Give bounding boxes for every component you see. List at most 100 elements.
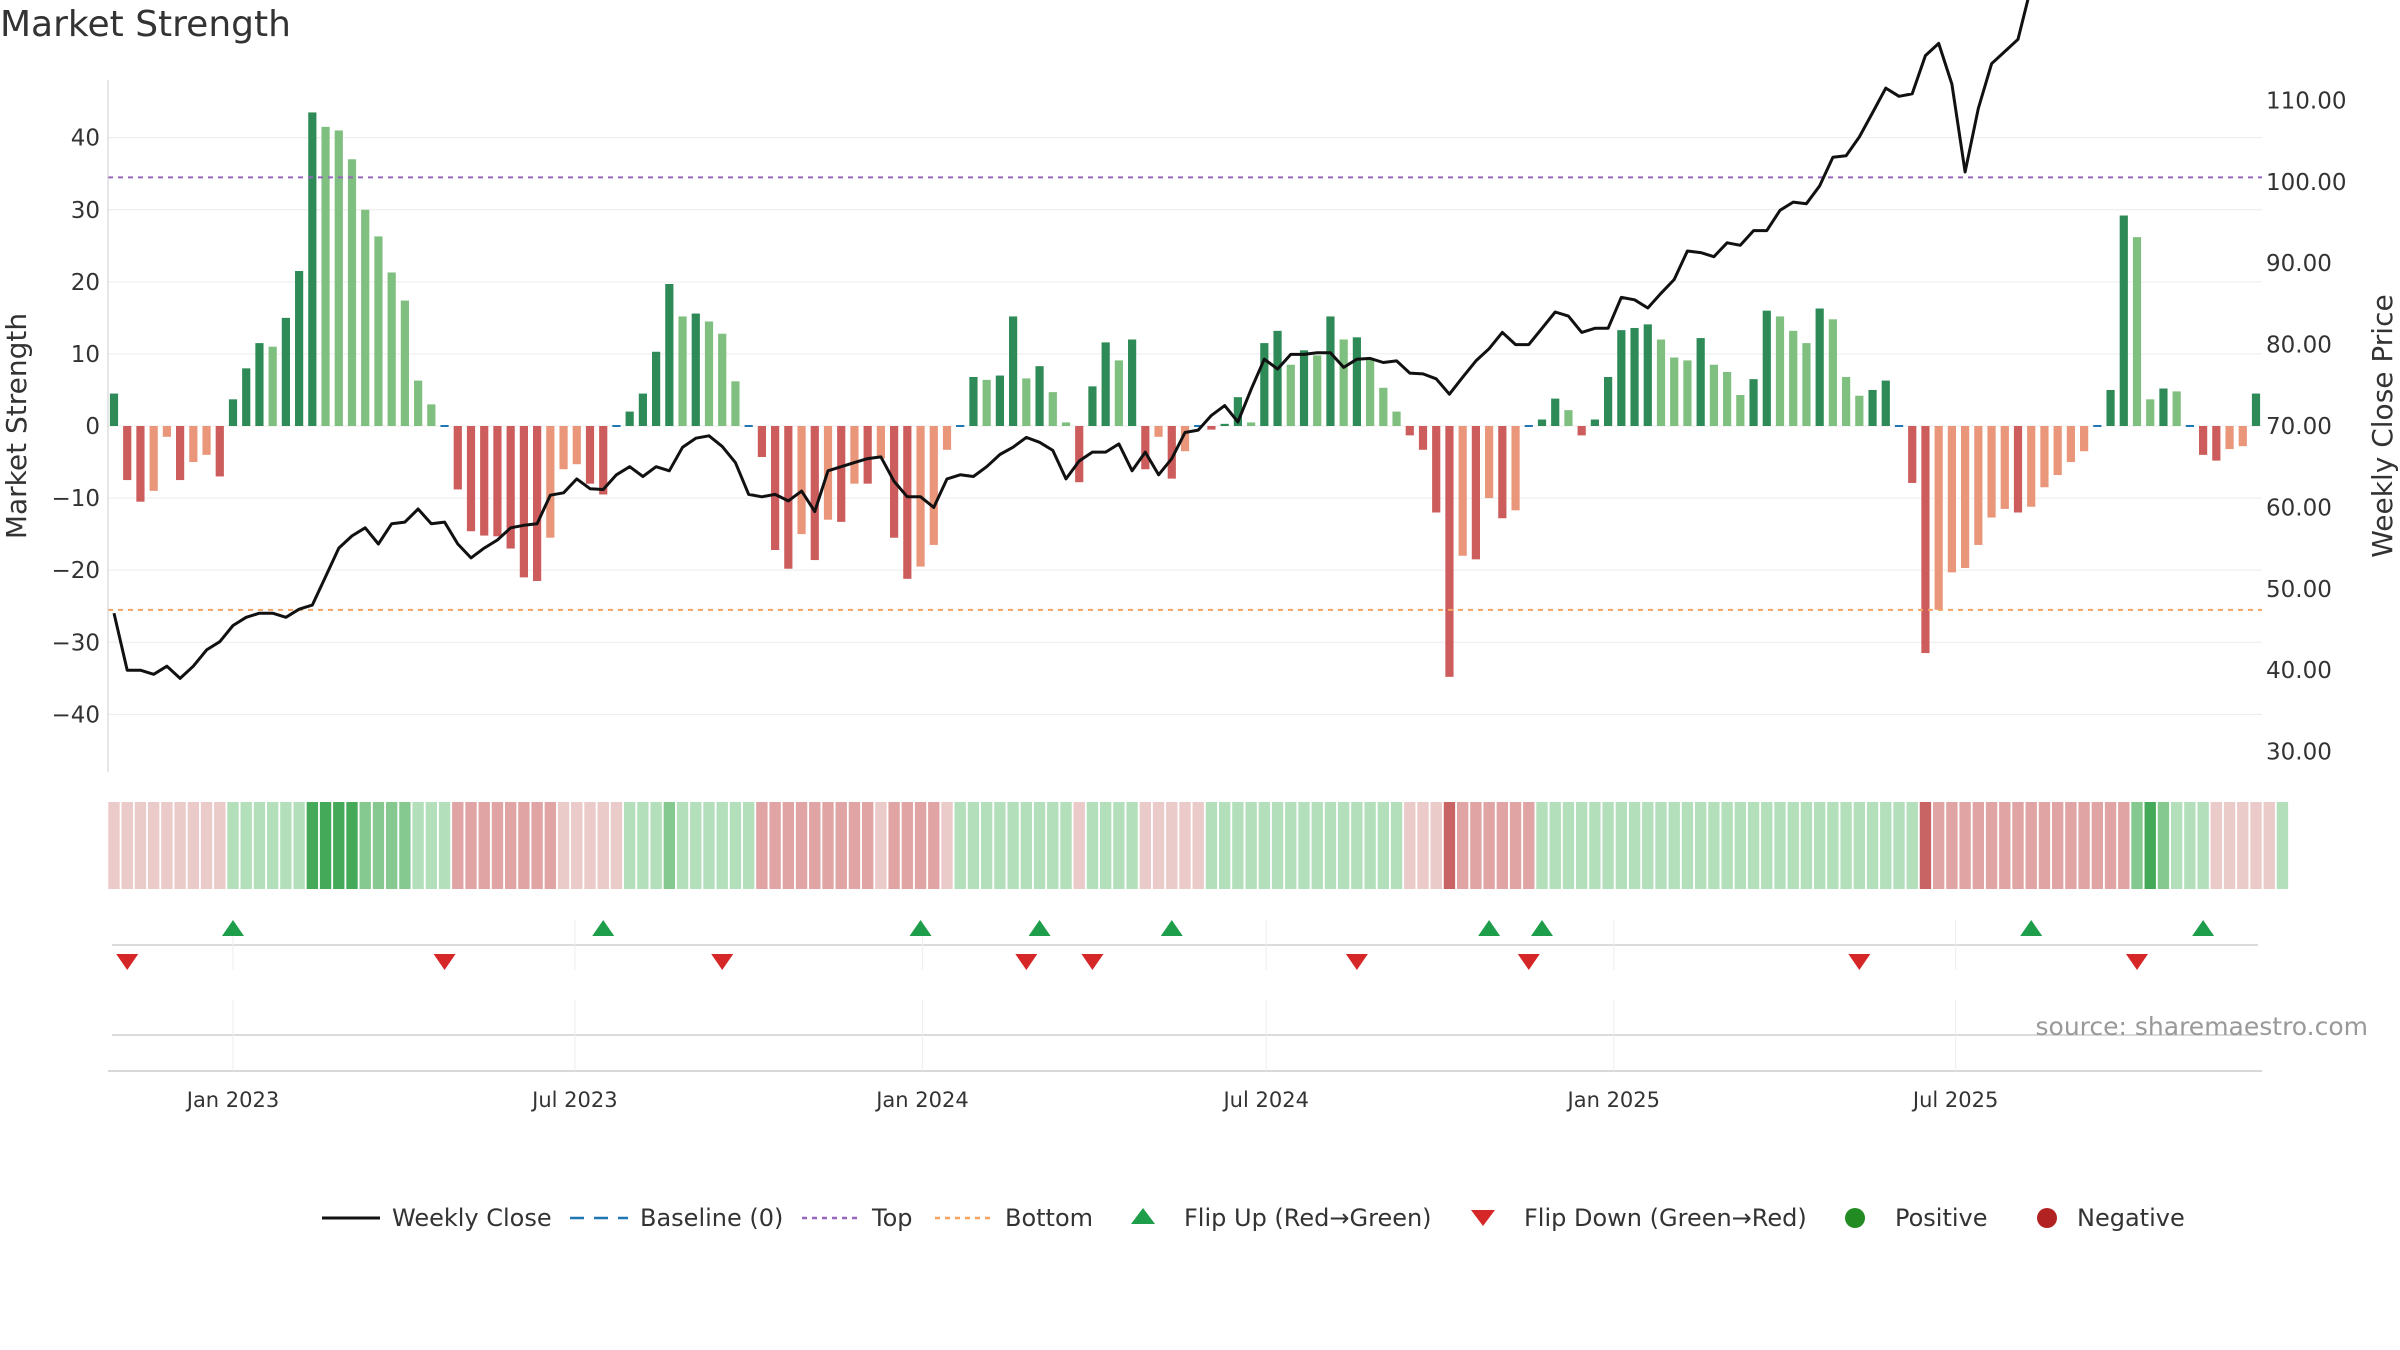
strength-bar (2238, 426, 2247, 447)
regime-cell (2131, 802, 2143, 889)
regime-cell (1192, 802, 1204, 889)
strength-bar (1987, 426, 1996, 518)
regime-cell (729, 802, 742, 889)
regime-cell (306, 802, 319, 889)
strength-bar (1498, 426, 1507, 519)
regime-cell (637, 802, 649, 889)
regime-cell (1113, 802, 1125, 889)
regime-cell (1840, 802, 1852, 889)
y-tick-label: −10 (51, 486, 100, 512)
regime-cell (584, 802, 596, 889)
legend-label: Bottom (1005, 1204, 1093, 1232)
y2-tick-label: 30.00 (2266, 740, 2332, 766)
strength-bar (1709, 364, 1718, 426)
regime-cell (650, 802, 662, 889)
strength-bar (2251, 393, 2261, 426)
regime-strip (108, 802, 2289, 889)
strength-bar (1762, 310, 1771, 426)
strength-bar (2199, 426, 2208, 455)
strength-bar (2119, 215, 2128, 426)
regime-cell (1562, 802, 1575, 889)
strength-bar (1352, 337, 1361, 426)
legend-item-baseline: Baseline (0) (570, 1204, 783, 1232)
strength-bar (533, 426, 542, 581)
strength-bar (2000, 426, 2009, 509)
legend-item-bottom: Bottom (935, 1204, 1093, 1232)
strength-bar (506, 426, 515, 549)
y-tick-label: 30 (71, 198, 100, 224)
legend-item-flip_up: Flip Up (Red→Green) (1131, 1204, 1432, 1232)
regime-cell (1999, 802, 2011, 889)
regime-cell (1033, 802, 1046, 889)
regime-cell (1456, 802, 1469, 889)
strength-bar (1379, 387, 1388, 426)
regime-cell (557, 802, 570, 889)
strength-bar (347, 159, 357, 426)
strength-bar (2106, 389, 2115, 426)
regime-cell (412, 802, 424, 889)
legend-item-top: Top (802, 1204, 913, 1232)
regime-cell (928, 802, 940, 889)
strength-bar (202, 426, 211, 455)
regime-cell (1337, 802, 1350, 889)
strength-bar (1564, 410, 1573, 426)
regime-cell (875, 802, 887, 889)
strength-bar (1604, 376, 1613, 426)
flip-up-marker (1478, 920, 1501, 936)
y-tick-label: 10 (71, 342, 100, 368)
regime-cell (663, 802, 676, 889)
regime-cell (2237, 802, 2249, 889)
regime-cell (1073, 802, 1085, 889)
regime-cell (346, 802, 358, 889)
regime-cell (121, 802, 133, 889)
regime-cell (1919, 802, 1932, 889)
strength-bar (1247, 422, 1256, 426)
regime-cell (293, 802, 305, 889)
regime-cell (1681, 802, 1694, 889)
strength-bar (837, 426, 846, 522)
regime-cell (2210, 802, 2223, 889)
strength-bar (797, 426, 806, 535)
regime-cell (214, 802, 226, 889)
strength-bar (678, 316, 687, 426)
strength-bar (242, 368, 251, 426)
strength-bar (1220, 423, 1229, 426)
legend-label: Weekly Close (392, 1204, 552, 1232)
flip-up-marker (1531, 920, 1553, 936)
y2-tick-label: 110.00 (2266, 88, 2346, 114)
regime-cell (888, 802, 900, 889)
y2-tick-label: 50.00 (2266, 577, 2332, 603)
legend-swatch (1471, 1210, 1495, 1226)
strength-bar (1286, 364, 1295, 426)
strength-bar (1035, 366, 1044, 426)
regime-cell (1443, 802, 1456, 889)
strength-bar (1789, 330, 1798, 426)
regime-cell (385, 802, 398, 889)
strength-bar (519, 426, 528, 578)
strength-bar (1299, 350, 1309, 426)
strength-bar (123, 426, 132, 481)
strength-bar (810, 426, 819, 561)
regime-cell (2157, 802, 2170, 889)
strength-bar (1974, 426, 1983, 545)
strength-bar (1842, 376, 1851, 426)
strength-bar (1458, 426, 1467, 556)
strength-bar (863, 426, 872, 484)
strength-bar (1577, 426, 1586, 436)
strength-bar (1471, 426, 1480, 560)
regime-cell (2118, 802, 2130, 889)
strength-bar (387, 272, 396, 426)
strength-bar (493, 426, 502, 537)
strength-bar (361, 209, 370, 426)
regime-cell (518, 802, 530, 889)
strength-bar (268, 346, 277, 426)
strength-bar (2159, 388, 2168, 426)
strength-bar (466, 426, 476, 532)
strength-bar (1511, 426, 1520, 511)
regime-cell (1602, 802, 1614, 889)
strength-bar (1868, 389, 1877, 426)
regime-cell (1787, 802, 1799, 889)
strength-bar (321, 126, 330, 427)
strength-bar (136, 426, 145, 502)
